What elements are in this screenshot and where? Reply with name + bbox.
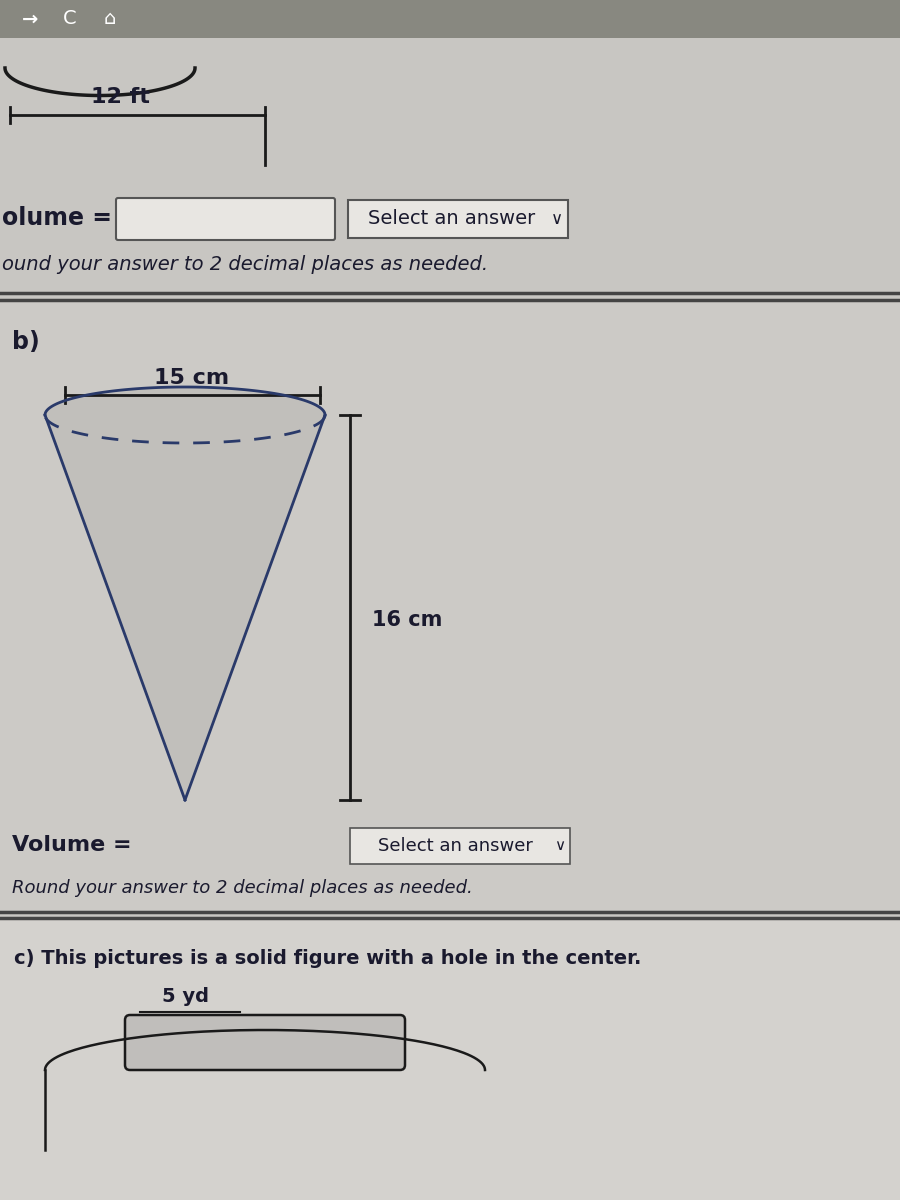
Text: ∨: ∨: [551, 210, 563, 228]
Text: →: →: [22, 10, 38, 29]
Text: C: C: [63, 10, 76, 29]
FancyBboxPatch shape: [0, 300, 900, 910]
Polygon shape: [45, 388, 325, 800]
FancyBboxPatch shape: [116, 198, 335, 240]
Text: 12 ft: 12 ft: [91, 86, 149, 107]
Text: c) This pictures is a solid figure with a hole in the center.: c) This pictures is a solid figure with …: [14, 948, 642, 967]
Text: Select an answer: Select an answer: [368, 210, 536, 228]
Text: b): b): [12, 330, 40, 354]
Text: 16 cm: 16 cm: [372, 610, 443, 630]
Text: ⌂: ⌂: [104, 10, 116, 29]
Text: ∨: ∨: [554, 839, 565, 853]
FancyBboxPatch shape: [350, 828, 570, 864]
FancyBboxPatch shape: [0, 918, 900, 1200]
Text: olume =: olume =: [2, 206, 112, 230]
FancyBboxPatch shape: [348, 200, 568, 238]
Text: Round your answer to 2 decimal places as needed.: Round your answer to 2 decimal places as…: [12, 878, 472, 898]
Text: 5 yd: 5 yd: [161, 986, 209, 1006]
Text: ound your answer to 2 decimal places as needed.: ound your answer to 2 decimal places as …: [2, 256, 488, 275]
Text: Volume =: Volume =: [12, 835, 131, 854]
FancyBboxPatch shape: [0, 0, 900, 38]
Text: 15 cm: 15 cm: [155, 368, 230, 388]
FancyBboxPatch shape: [125, 1015, 405, 1070]
Text: Select an answer: Select an answer: [378, 838, 533, 854]
